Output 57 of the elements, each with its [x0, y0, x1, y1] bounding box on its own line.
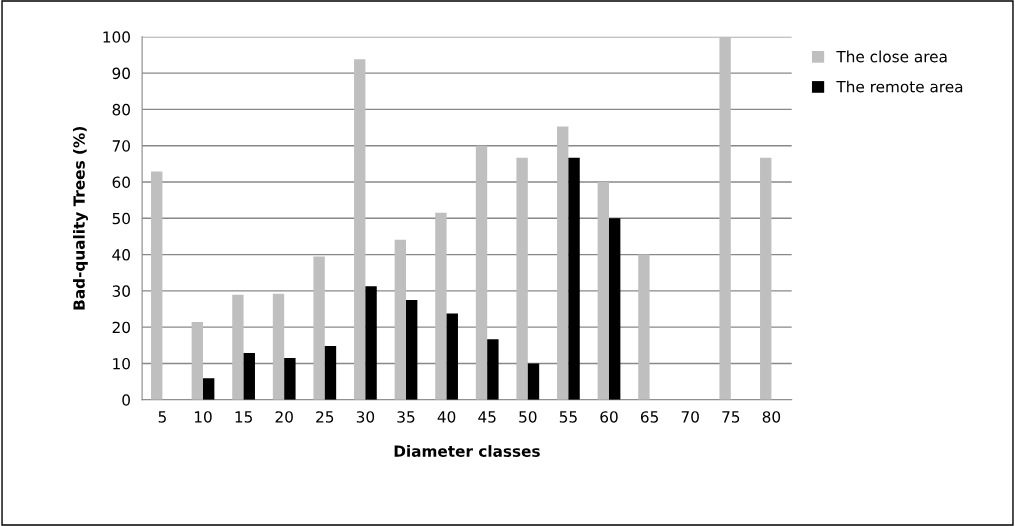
x-tick-label: 45 [478, 411, 496, 423]
bar [760, 157, 772, 400]
bar [568, 157, 580, 400]
bar [284, 358, 296, 400]
bar [151, 171, 163, 400]
y-tick-label: 10 [113, 357, 130, 370]
y-tick-label: 20 [112, 321, 130, 334]
y-tick-label: 70 [112, 140, 130, 152]
x-tick-label: 65 [640, 411, 658, 423]
y-tick-label: 90 [112, 67, 130, 80]
x-tick-label: 40 [437, 411, 456, 423]
x-tick-label: 25 [316, 411, 334, 423]
bar [232, 294, 244, 400]
bar [527, 363, 540, 400]
y-tick-label: 50 [112, 212, 130, 225]
x-axis-title: Diameter classes [394, 445, 540, 457]
bar [313, 256, 325, 400]
x-tick-label: 30 [356, 411, 375, 423]
bar [638, 254, 650, 400]
x-tick-label: 20 [275, 411, 293, 423]
bar [203, 378, 215, 400]
x-tick-label: 75 [722, 411, 740, 423]
bar [719, 36, 731, 400]
x-tick-label: 80 [762, 411, 781, 423]
x-tick-label: 15 [235, 411, 252, 423]
x-tick-label: 50 [519, 411, 537, 423]
bar [557, 126, 569, 400]
bar [446, 313, 458, 400]
legend-label: The close area [836, 50, 947, 63]
bar [191, 322, 203, 400]
x-tick-label: 35 [397, 411, 415, 423]
x-tick-label: 10 [194, 411, 212, 423]
bar [406, 299, 418, 400]
bar [365, 286, 377, 400]
bar [324, 346, 337, 400]
y-tick-label: 0 [122, 394, 130, 406]
bar [394, 239, 406, 400]
x-tick-label: 70 [681, 411, 699, 423]
x-tick-label: 60 [600, 411, 618, 423]
bar [487, 339, 499, 400]
bar [475, 145, 488, 400]
y-axis-title: Bad-quality Trees (%) [73, 127, 88, 310]
y-tick-label: 40 [112, 249, 130, 261]
legend-label: The remote area [836, 80, 963, 93]
y-tick-label: 30 [112, 285, 130, 297]
bar [435, 212, 447, 400]
bar [597, 182, 609, 400]
y-tick-label: 60 [112, 176, 130, 189]
bar [609, 218, 621, 400]
x-tick-label: 55 [559, 411, 577, 423]
x-tick-label: 5 [158, 411, 166, 423]
bar [243, 352, 255, 400]
bar [516, 157, 528, 400]
bar [272, 293, 285, 400]
bar [354, 59, 366, 400]
y-tick-label: 100 [103, 31, 130, 43]
y-tick-label: 80 [112, 103, 130, 116]
